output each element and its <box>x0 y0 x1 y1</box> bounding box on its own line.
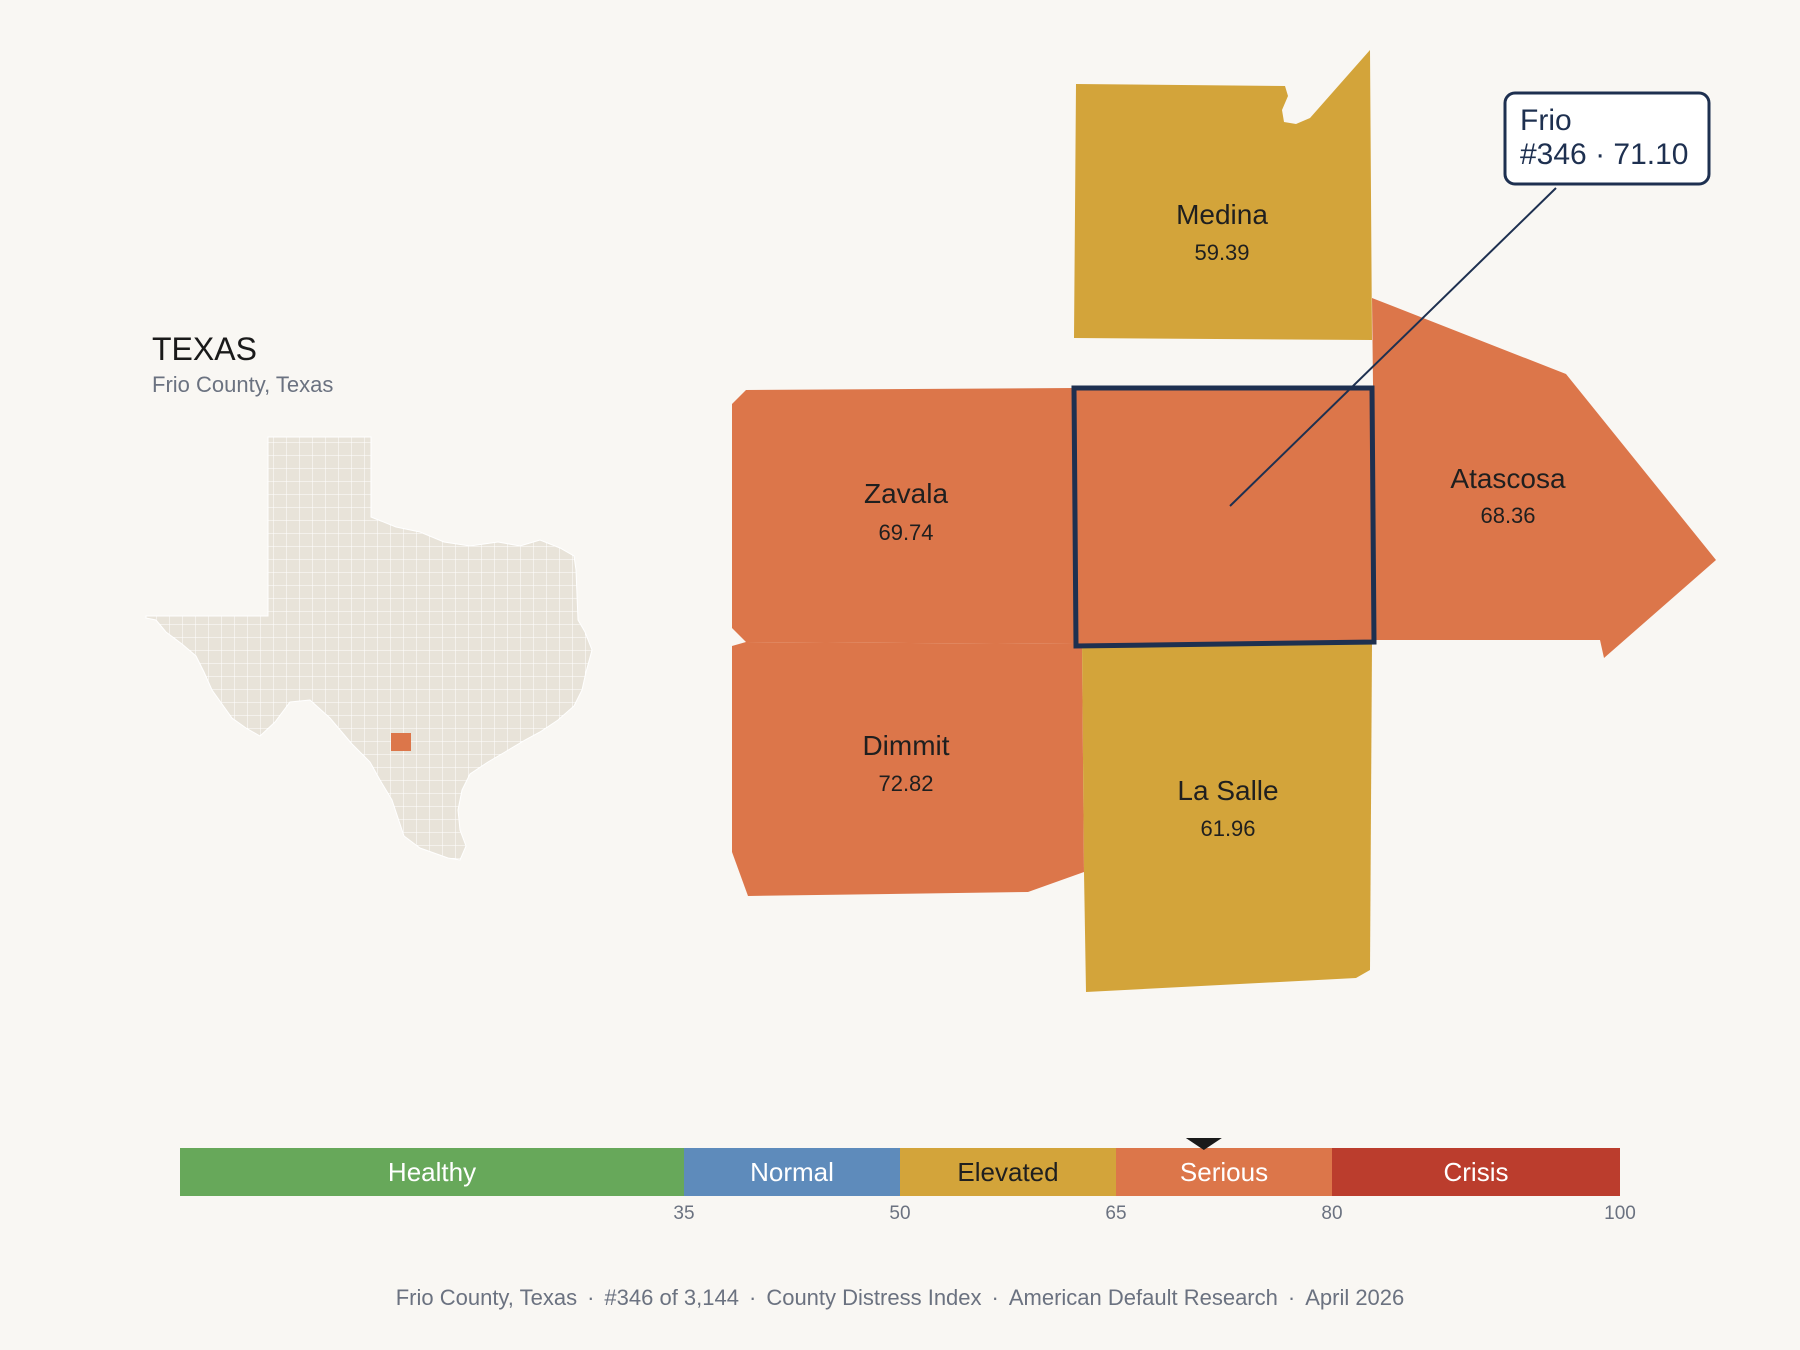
county-la-salle-score: 61.96 <box>1200 816 1255 841</box>
county-la-salle[interactable] <box>1082 644 1372 992</box>
county-la-salle-name: La Salle <box>1177 775 1278 806</box>
county-dimmit-name: Dimmit <box>862 730 949 761</box>
footer-index: County Distress Index <box>766 1285 982 1310</box>
footer-location: Frio County, Texas <box>395 1285 578 1310</box>
legend-segment-elevated <box>900 1148 1116 1196</box>
county-medina-score: 59.39 <box>1194 240 1249 265</box>
legend-label-serious: Serious <box>1180 1157 1268 1187</box>
footer-date: April 2026 <box>1305 1285 1405 1310</box>
legend-segment-healthy <box>180 1148 684 1196</box>
callout-county-name: Frio <box>1520 104 1572 137</box>
legend-tick: 100 <box>1604 1203 1636 1224</box>
legend-tick: 80 <box>1321 1203 1342 1224</box>
county-atascosa-name: Atascosa <box>1450 463 1566 494</box>
footer-org: American Default Research <box>1008 1285 1278 1310</box>
county-zavala-score: 69.74 <box>878 520 933 545</box>
legend-label-crisis: Crisis <box>1444 1157 1509 1187</box>
county-medina[interactable] <box>1074 50 1372 340</box>
legend-segment-normal <box>684 1148 900 1196</box>
callout-leader-line <box>1229 187 1557 507</box>
county-atascosa-score: 68.36 <box>1480 503 1535 528</box>
texas-state-shape <box>145 436 593 861</box>
legend-segment-crisis <box>1332 1148 1620 1196</box>
state-title: TEXAS <box>152 331 257 367</box>
legend-tick: 50 <box>889 1203 910 1224</box>
county-zavala[interactable] <box>732 388 1076 644</box>
footer-rank: #346 of 3,144 <box>604 1285 739 1310</box>
county-dimmit[interactable] <box>732 642 1084 896</box>
legend-tick: 35 <box>673 1203 694 1224</box>
county-frio[interactable] <box>1071 385 1377 649</box>
distress-legend: Healthy Normal Elevated Serious Crisis 35 50 65… <box>180 1138 1636 1224</box>
legend-label-elevated: Elevated <box>957 1157 1058 1187</box>
legend-tick: 65 <box>1105 1203 1126 1224</box>
county-dimmit-score: 72.82 <box>878 771 933 796</box>
state-subtitle: Frio County, Texas <box>152 372 333 397</box>
legend-marker-triangle <box>1185 1138 1222 1150</box>
callout-rank-score: #346 · 71.10 <box>1520 138 1688 171</box>
county-zavala-name: Zavala <box>864 478 948 509</box>
county-atascosa[interactable] <box>1372 298 1716 658</box>
footer: Frio County, Texas · #346 of 3,144 · County … <box>395 1285 1405 1310</box>
county-medina-name: Medina <box>1176 199 1268 230</box>
legend-label-healthy: Healthy <box>388 1157 476 1187</box>
callout-box <box>1503 91 1711 186</box>
legend-segment-serious <box>1116 1148 1332 1196</box>
legend-label-normal: Normal <box>750 1157 834 1187</box>
frio-locator <box>391 733 411 751</box>
